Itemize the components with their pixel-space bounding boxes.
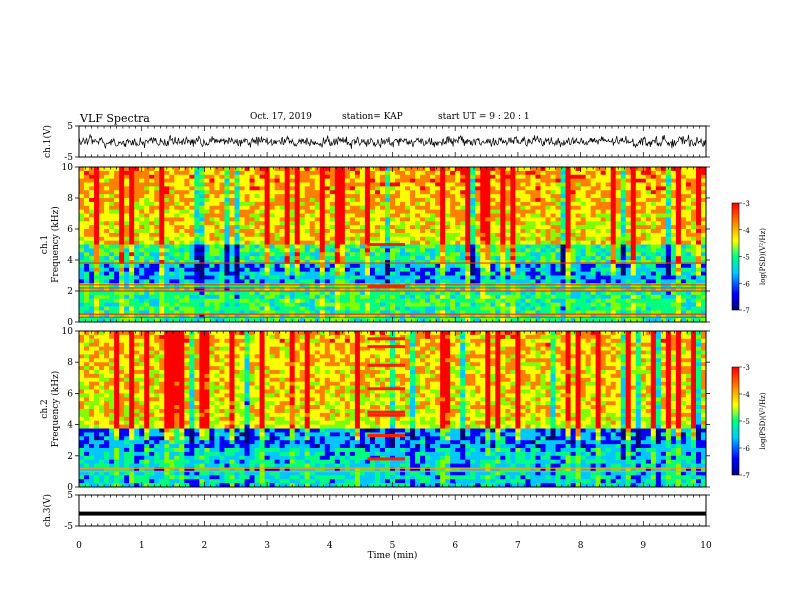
- ylabel-w3: ch.3(V): [42, 494, 53, 527]
- ylabel-s1-freq: Frequency (kHz): [50, 206, 61, 283]
- burst-mark: [367, 434, 406, 438]
- xtick-label: 2: [202, 541, 208, 551]
- burst-mark: [367, 457, 406, 461]
- xtick-label: 1: [139, 541, 145, 551]
- xtick-label: 5: [390, 541, 396, 551]
- ytick-label-s2: 2: [67, 452, 73, 462]
- figure-station: station= KAP: [342, 112, 403, 122]
- xtick-label: 6: [452, 541, 458, 551]
- ytick-label-s1: 0: [67, 318, 73, 328]
- ytick-label-s1: 4: [67, 256, 73, 266]
- ytick-label-w1: -5: [64, 153, 73, 163]
- xtick-label: 8: [578, 541, 584, 551]
- ytick-label-s1: 6: [67, 225, 73, 235]
- colorbar-tick-s1: -5: [743, 254, 750, 262]
- spectrogram-cells-1: [79, 167, 707, 323]
- xtick-label: 9: [640, 541, 646, 551]
- colorbar-tick-s1: -4: [743, 227, 750, 235]
- ytick-label-w1: 5: [67, 122, 73, 132]
- burst-mark: [367, 337, 406, 341]
- ytick-label-s2: 6: [67, 389, 73, 399]
- ytick-label-w3: -5: [64, 522, 73, 532]
- colorbar-s2: [731, 366, 740, 476]
- burst-mark: [367, 413, 406, 417]
- ytick-label-s2: 0: [67, 483, 73, 493]
- ylabel-s1-channel: ch.1: [40, 235, 50, 254]
- ytick-label-w3: 5: [67, 491, 73, 501]
- colorbar-tick-s2: -7: [743, 472, 750, 480]
- colorbar-label-s2: log(PSD)(V²/Hz): [759, 392, 767, 449]
- colorbar-tick-s1: -6: [743, 280, 750, 288]
- spectrogram-cells-2: [79, 331, 707, 488]
- colorbar-tick-s2: -4: [743, 391, 750, 399]
- ytick-label-s1: 10: [62, 163, 74, 173]
- ytick-label-s2: 4: [67, 421, 73, 431]
- colorbar-tick-s2: -5: [743, 418, 750, 426]
- xtick-label: 0: [76, 541, 82, 551]
- xtick-label: 7: [515, 541, 521, 551]
- ch1-waveform-line: [78, 133, 707, 149]
- colorbar-tick-s2: -3: [743, 364, 750, 372]
- ytick-label-s2: 10: [62, 327, 74, 337]
- burst-mark: [367, 345, 406, 349]
- ylabel-s2-channel: ch.2: [40, 399, 50, 418]
- colorbar-s1: [731, 202, 740, 311]
- xtick-label: 10: [700, 541, 712, 551]
- colorbar-tick-s1: -7: [743, 307, 750, 315]
- figure-date: Oct. 17, 2019: [250, 112, 312, 122]
- burst-mark: [367, 284, 406, 288]
- ytick-label-s1: 8: [67, 194, 73, 204]
- xtick-label: 4: [327, 541, 333, 551]
- burst-mark: [367, 410, 406, 414]
- figure-start-time: start UT = 9 : 20 : 1: [438, 112, 530, 122]
- burst-mark: [367, 363, 406, 367]
- ytick-label-s2: 8: [67, 358, 73, 368]
- figure-title: VLF Spectra: [80, 112, 150, 125]
- ch3-waveform-line: [79, 511, 706, 516]
- burst-mark: [367, 387, 406, 391]
- ylabel-s2-freq: Frequency (kHz): [50, 371, 61, 448]
- xaxis-label: Time (min): [368, 550, 418, 561]
- ylabel-w1: ch.1(V): [42, 125, 53, 158]
- colorbar-label-s1: log(PSD)(V²/Hz): [759, 228, 767, 285]
- xtick-label: 3: [264, 541, 270, 551]
- burst-mark: [367, 243, 406, 246]
- colorbar-tick-s2: -6: [743, 445, 750, 453]
- colorbar-tick-s1: -3: [743, 200, 750, 208]
- ytick-label-s1: 2: [67, 287, 73, 297]
